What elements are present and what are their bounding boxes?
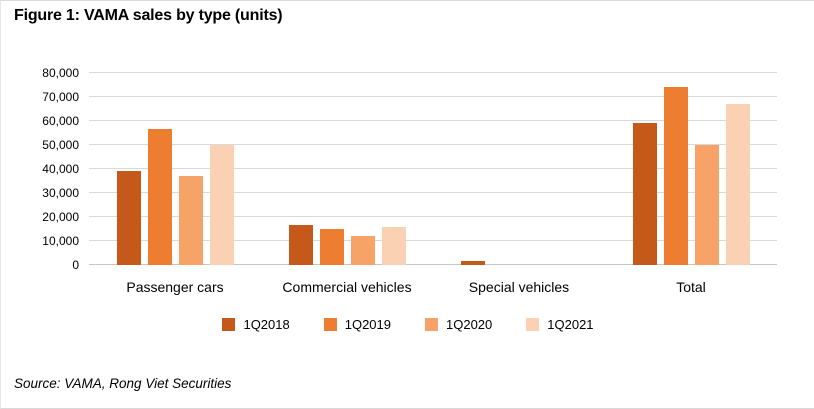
bar-1q2020 [350, 236, 375, 265]
bar-group [116, 73, 234, 265]
bar-1q2021 [725, 104, 750, 265]
y-tick-label: 10,000 [42, 234, 79, 248]
category-label: Commercial vehicles [282, 279, 412, 295]
bar-1q2021 [209, 145, 234, 265]
legend-item: 1Q2019 [323, 317, 391, 332]
bar-group [460, 73, 578, 265]
legend-label: 1Q2021 [547, 317, 594, 332]
y-tick-label: 80,000 [42, 66, 79, 80]
category-label: Passenger cars [126, 279, 224, 295]
gridline [89, 72, 777, 73]
bar-1q2018 [288, 225, 313, 265]
y-tick-label: 0 [72, 258, 79, 272]
legend-item: 1Q2018 [222, 317, 290, 332]
gridline [89, 216, 777, 217]
bar-1q2019 [147, 129, 172, 265]
y-tick-label: 70,000 [42, 90, 79, 104]
legend-swatch-icon [526, 318, 540, 331]
gridline [89, 120, 777, 121]
bar-1q2020 [694, 145, 719, 265]
bar-1q2018 [460, 260, 485, 265]
category-label: Total [676, 279, 706, 295]
legend-label: 1Q2020 [446, 317, 493, 332]
bar-group [288, 73, 406, 265]
y-tick-label: 20,000 [42, 210, 79, 224]
gridline [89, 168, 777, 169]
category-label: Special vehicles [468, 279, 570, 295]
legend-label: 1Q2018 [243, 317, 290, 332]
legend-swatch-icon [222, 318, 236, 331]
bar-group [632, 73, 750, 265]
x-axis-line [89, 264, 777, 265]
source-note: Source: VAMA, Rong Viet Securities [14, 376, 232, 391]
bar-1q2018 [632, 123, 657, 265]
figure-title: Figure 1: VAMA sales by type (units) [14, 7, 283, 24]
bar-1q2020 [178, 176, 203, 265]
y-tick-label: 40,000 [42, 162, 79, 176]
bar-chart-plot-area [89, 72, 777, 265]
gridline [89, 192, 777, 193]
bar-1q2019 [319, 229, 344, 265]
legend-label: 1Q2019 [344, 317, 391, 332]
legend-item: 1Q2020 [425, 317, 492, 332]
x-axis-category-labels: Passenger cars Commercial vehicles Special… [1, 279, 814, 299]
bar-1q2021 [381, 226, 406, 265]
gridline [89, 96, 777, 97]
gridline [89, 240, 777, 241]
y-tick-label: 30,000 [42, 186, 79, 200]
bar-1q2019 [663, 87, 688, 265]
chart-legend: 1Q2018 1Q2019 1Q2020 1Q2021 [1, 317, 814, 332]
y-tick-label: 60,000 [42, 114, 79, 128]
legend-item: 1Q2021 [526, 317, 594, 332]
legend-swatch-icon [323, 318, 337, 331]
y-tick-label: 50,000 [42, 138, 79, 152]
legend-swatch-icon [425, 318, 438, 331]
gridline [89, 144, 777, 145]
bar-1q2018 [116, 171, 141, 265]
y-axis-tick-labels: 0 10,000 20,000 30,000 40,000 50,000 60,000 70,… [1, 66, 79, 272]
